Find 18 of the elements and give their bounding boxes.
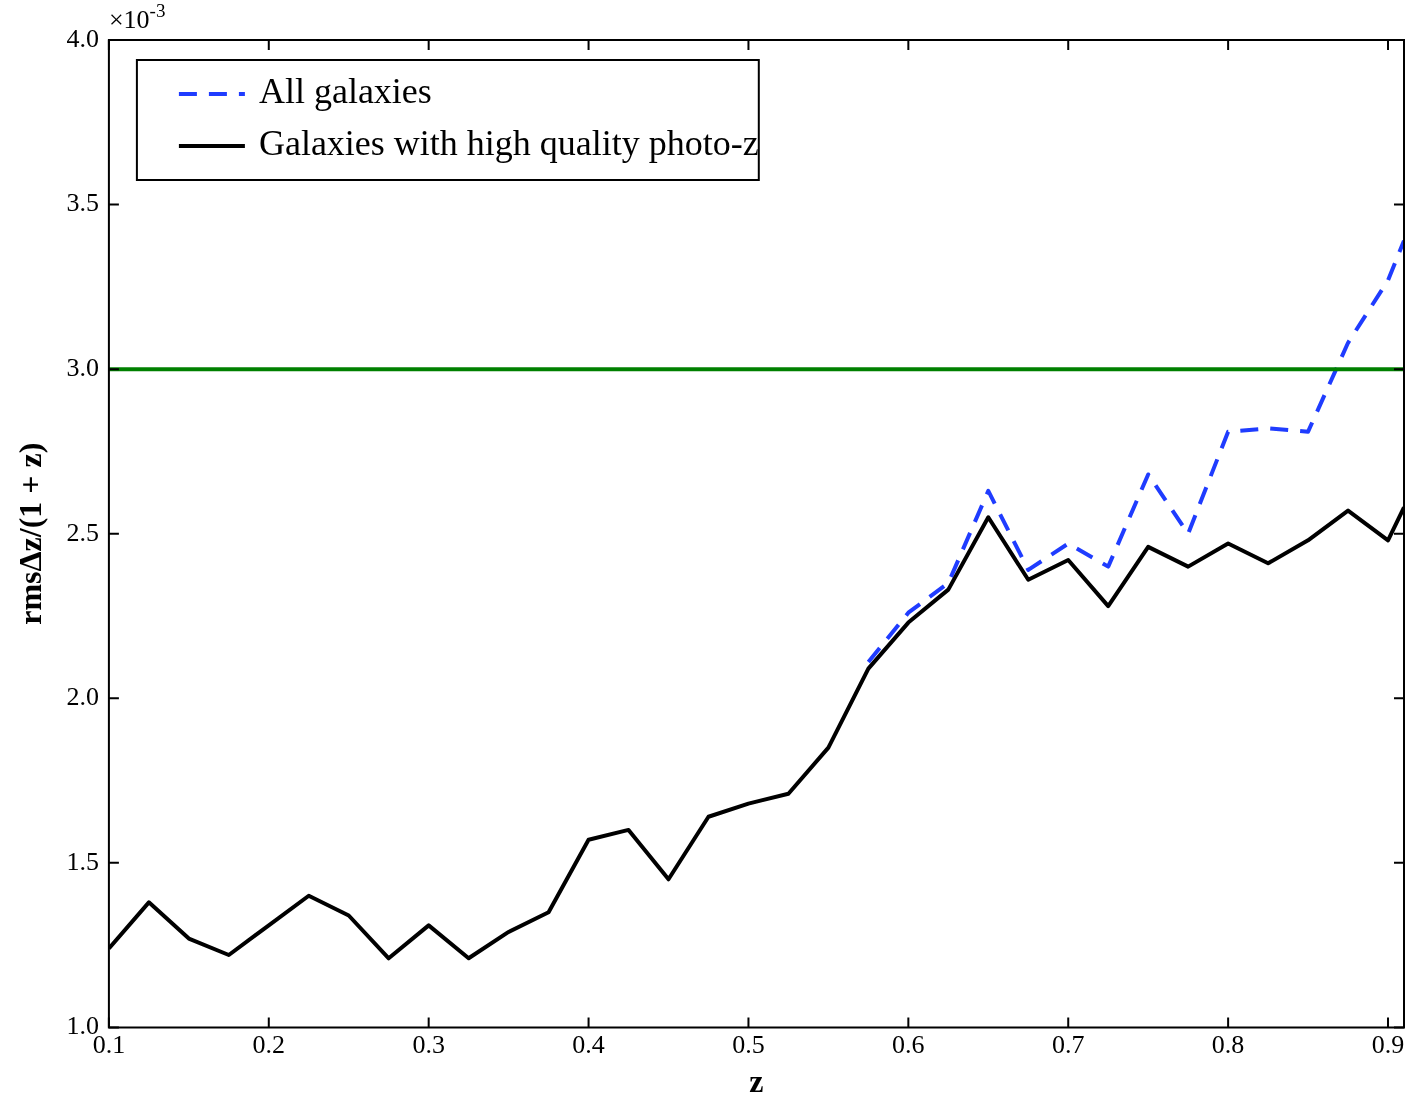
x-tick-label: 0.8 [1211,1029,1245,1059]
x-tick-label: 0.4 [572,1029,605,1059]
y-tick-label: 1.5 [66,846,99,876]
x-tick-label: 0.2 [252,1029,286,1059]
y-tick-label: 2.0 [66,682,99,712]
y-tick-label: 4.0 [66,23,99,53]
x-axis-title: z [749,1063,764,1100]
x-tick-label: 0.3 [412,1029,445,1059]
y-tick-label: 3.0 [66,352,99,382]
x-tick-label: 0.9 [1371,1029,1405,1059]
y-tick-label: 3.5 [66,188,99,218]
x-tick-label: 0.7 [1051,1029,1085,1059]
y-tick-label: 2.5 [66,517,99,547]
legend-label: Galaxies with high quality photo-z [258,123,759,164]
legend-label: All galaxies [258,71,432,112]
x-tick-label: 0.6 [892,1029,925,1059]
x-tick-label: 0.5 [732,1029,765,1059]
y-axis-title: rmsΔz/(1 + z) [12,442,49,625]
